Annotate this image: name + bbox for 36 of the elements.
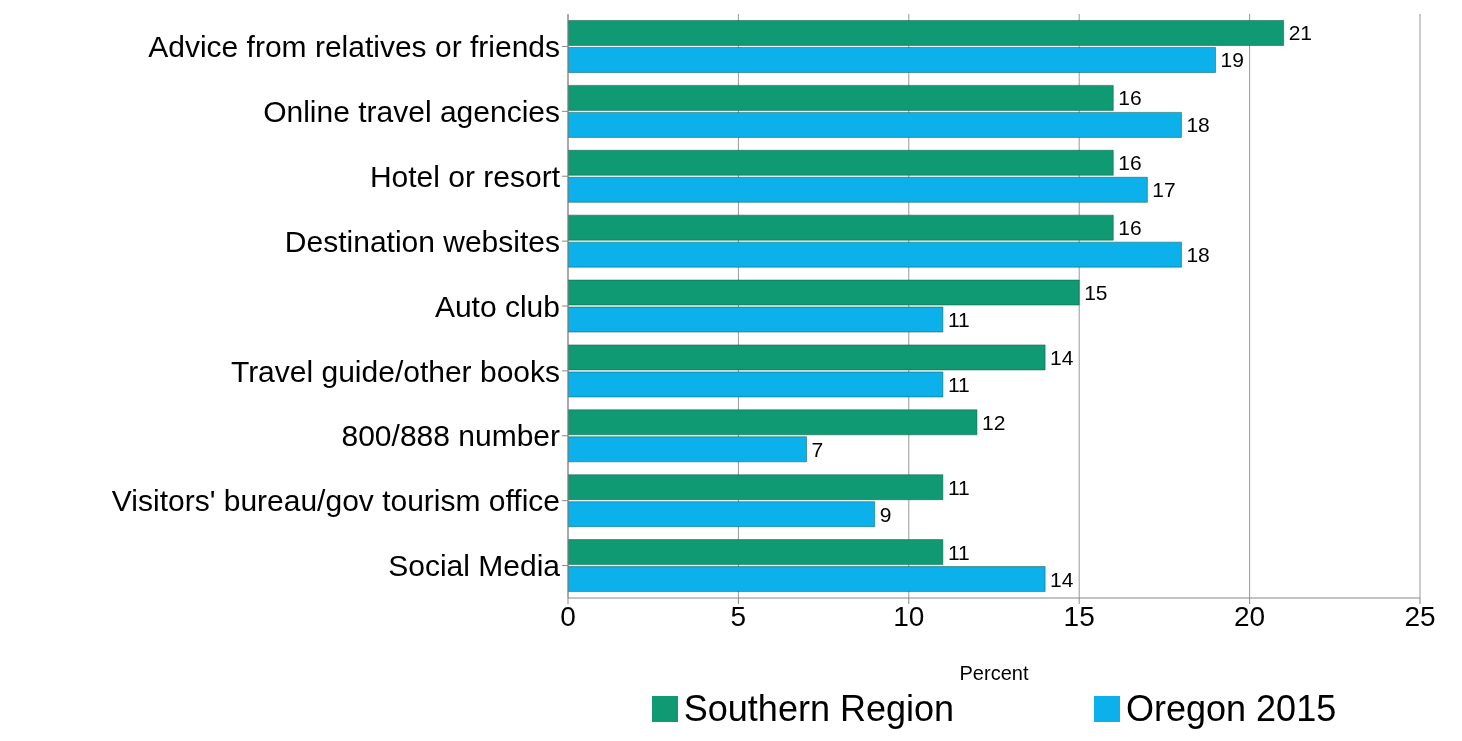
data-label: 19 xyxy=(1220,48,1244,72)
data-label: 21 xyxy=(1288,21,1313,45)
data-label: 11 xyxy=(947,308,970,331)
data-label: 16 xyxy=(1118,151,1142,175)
x-tick-label: 25 xyxy=(1404,600,1436,632)
data-label: 17 xyxy=(1152,178,1176,202)
legend-label: Southern Region xyxy=(683,688,955,730)
y-tick-label: Hotel or resort xyxy=(369,159,561,193)
data-label: 18 xyxy=(1186,113,1210,137)
y-tick-label: Destination websites xyxy=(284,224,560,258)
legend-label: Oregon 2015 xyxy=(1126,688,1337,730)
y-tick-label: Social Media xyxy=(388,549,561,583)
data-label: 16 xyxy=(1118,86,1142,110)
data-label: 7 xyxy=(811,437,824,461)
y-tick-label: Travel guide/other books xyxy=(230,354,560,388)
y-tick-label: Visitors' bureau/gov tourism office xyxy=(111,484,560,518)
data-label: 16 xyxy=(1118,216,1142,240)
data-label: 14 xyxy=(1050,567,1074,591)
data-label: 12 xyxy=(981,410,1006,434)
data-label: 15 xyxy=(1084,281,1108,304)
x-tick-label: 0 xyxy=(560,600,576,632)
y-tick-label: Auto club xyxy=(434,289,560,323)
data-label: 9 xyxy=(879,502,892,526)
data-label: 14 xyxy=(1050,345,1074,369)
y-tick-label: 800/888 number xyxy=(341,419,561,453)
data-label: 11 xyxy=(947,540,970,564)
data-label: 11 xyxy=(947,475,970,499)
data-label: 11 xyxy=(947,372,970,396)
y-tick-label: Online travel agencies xyxy=(263,94,560,128)
x-tick-label: 10 xyxy=(893,600,925,632)
x-tick-label: 5 xyxy=(730,600,747,632)
y-tick-label: Advice from relatives or friends xyxy=(148,30,560,64)
x-axis-title: Percent xyxy=(959,662,1029,684)
x-tick-label: 15 xyxy=(1063,600,1095,632)
data-label: 18 xyxy=(1186,243,1210,267)
x-tick-label: 20 xyxy=(1234,600,1266,632)
